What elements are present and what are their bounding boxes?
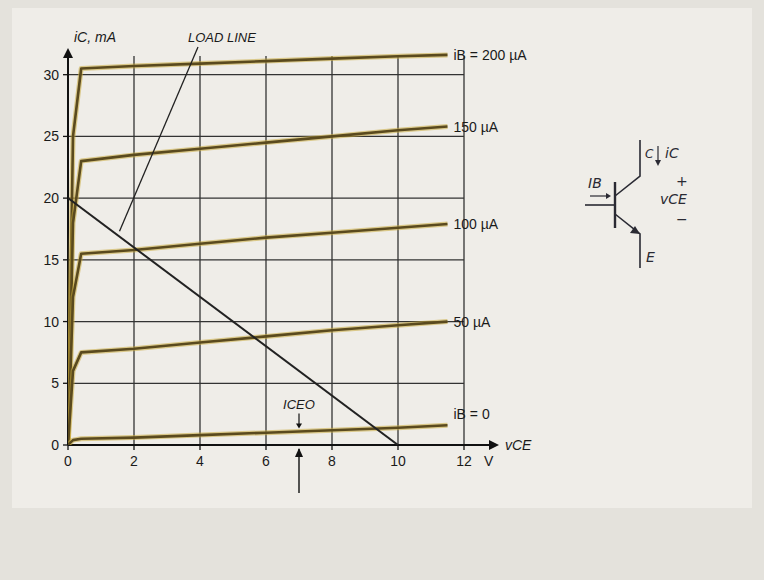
base-current-arrowhead — [606, 193, 611, 199]
annotation: ICEO — [283, 397, 315, 412]
leader-line — [120, 47, 199, 231]
grid-line — [68, 197, 464, 198]
x-tick-label: 4 — [196, 453, 204, 469]
collector-current-arrowhead — [655, 160, 661, 166]
x-tick-label: 8 — [328, 453, 336, 469]
x-tick — [133, 445, 134, 450]
annotation-arrowhead — [296, 423, 302, 428]
x-tick-label: 6 — [262, 453, 270, 469]
grid-line — [68, 321, 464, 322]
collector-lead — [615, 140, 640, 196]
plot-area — [68, 55, 448, 445]
x-tick-label: 2 — [130, 453, 138, 469]
y-tick-label: 0 — [51, 437, 59, 453]
y-tick — [63, 197, 68, 198]
y-tick — [63, 321, 68, 322]
grid-line — [265, 56, 266, 445]
curve-label: iB = 200 µA — [454, 47, 528, 63]
y-tick-label: 10 — [43, 314, 59, 330]
load-line — [68, 198, 398, 445]
base-lead — [585, 204, 615, 206]
characteristic-curve — [68, 425, 448, 445]
y-tick-label: 30 — [43, 67, 59, 83]
x-axis-title: vCE — [505, 437, 532, 453]
grid-line — [68, 259, 464, 260]
circuit-label: IB — [588, 175, 602, 191]
grid-line — [68, 383, 464, 384]
circuit-label: vCE — [660, 191, 687, 207]
y-tick-label: 5 — [51, 375, 59, 391]
curve-halo — [68, 127, 448, 446]
x-tick — [199, 445, 200, 450]
characteristic-curve — [68, 55, 448, 445]
y-axis-title: iC, mA — [74, 29, 116, 45]
base-current-arrow — [590, 195, 606, 196]
characteristic-curve — [68, 127, 448, 446]
base-bar — [614, 182, 616, 228]
collector-current-arrow — [657, 146, 658, 162]
x-tick-label: 10 — [390, 453, 406, 469]
x-units: V — [484, 453, 494, 469]
grid-line — [397, 56, 398, 445]
characteristic-curve — [68, 224, 448, 445]
circuit-label: iC — [665, 145, 679, 161]
x-axis — [68, 444, 497, 446]
circuit-label: + — [676, 173, 688, 189]
x-tick — [265, 445, 266, 450]
y-tick — [63, 444, 68, 445]
curve-halo — [68, 224, 448, 445]
circuit-label: − — [676, 211, 688, 227]
x-tick-label: 12 — [456, 453, 472, 469]
annotation-pointer-head — [295, 448, 303, 457]
grid-line — [68, 74, 464, 75]
y-tick — [63, 259, 68, 260]
grid-line — [463, 56, 464, 445]
x-axis-arrow — [489, 440, 499, 450]
curve-halo — [68, 55, 448, 445]
curve-halo — [68, 425, 448, 445]
x-tick-label: 0 — [64, 453, 72, 469]
y-tick — [63, 383, 68, 384]
circuit-label: C — [645, 147, 654, 161]
y-axis-arrow — [63, 48, 73, 58]
x-tick — [331, 445, 332, 450]
circuit-label: E — [646, 249, 655, 265]
x-tick — [67, 445, 68, 450]
grid-line — [199, 56, 200, 445]
y-tick-label: 25 — [43, 128, 59, 144]
curve-label: 50 µA — [454, 314, 492, 330]
grid-line — [331, 56, 332, 445]
x-tick — [397, 445, 398, 450]
x-tick — [463, 445, 464, 450]
load-line-label: LOAD LINE — [188, 30, 256, 45]
paper — [12, 8, 752, 508]
curve-label: 100 µA — [454, 216, 499, 232]
y-tick — [63, 74, 68, 75]
curve-label: 150 µA — [454, 119, 499, 135]
background — [0, 0, 764, 580]
emitter-lead — [615, 214, 640, 268]
y-tick — [63, 136, 68, 137]
y-tick-label: 20 — [43, 190, 59, 206]
emitter-arrow — [630, 226, 640, 234]
y-tick-label: 15 — [43, 252, 59, 268]
grid-line — [68, 136, 464, 137]
curve-label: iB = 0 — [454, 406, 490, 422]
